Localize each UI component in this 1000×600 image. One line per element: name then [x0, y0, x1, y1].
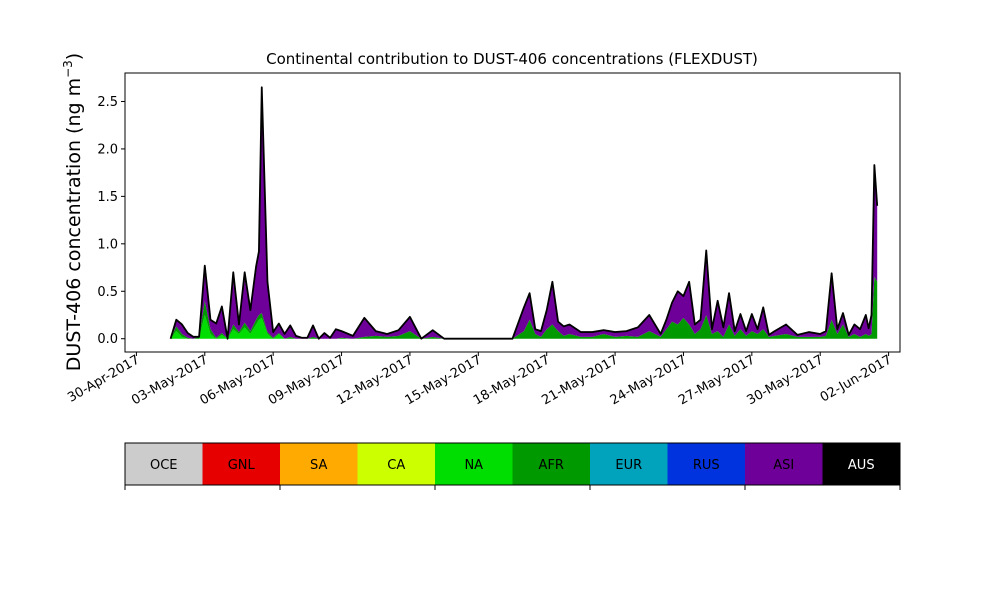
legend-label-aus: AUS — [848, 458, 875, 473]
x-tick-label: 24-May-2017 — [608, 352, 690, 408]
legend-cell-afr — [512, 443, 591, 485]
y-axis-label: DUST-406 concentration (ng m−3) — [61, 53, 85, 371]
x-tick-label: 15-May-2017 — [403, 352, 485, 408]
legend-label-gnl: GNL — [228, 458, 256, 473]
y-axis-label-close: ) — [63, 53, 85, 60]
legend-label-eur: EUR — [615, 458, 642, 473]
y-tick-label: 0.0 — [97, 332, 118, 347]
y-axis-label-main: DUST-406 concentration (ng m — [63, 78, 85, 371]
stacked-areas — [170, 87, 878, 339]
y-tick-label: 1.5 — [97, 190, 118, 205]
legend-label-afr: AFR — [539, 458, 564, 473]
legend-ticks — [124, 485, 901, 490]
legend-cell-ca — [357, 443, 436, 485]
legend-label-asi: ASI — [773, 458, 794, 473]
legend-cell-eur — [590, 443, 668, 485]
y-axis-label-superscript: −3 — [61, 60, 75, 78]
y-tick-label: 0.5 — [97, 285, 118, 300]
legend-cell-aus — [822, 443, 901, 485]
x-tick-label: 27-May-2017 — [676, 352, 758, 408]
legend-cell-na — [435, 443, 513, 485]
x-tick-label: 21-May-2017 — [539, 352, 621, 408]
legend-label-ca: CA — [387, 458, 405, 473]
total-concentration-line — [169, 86, 879, 340]
main-chart: Continental contribution to DUST-406 con… — [61, 50, 901, 408]
chart-title: Continental contribution to DUST-406 con… — [266, 50, 758, 68]
x-axis: 30-Apr-201703-May-201706-May-201709-May-… — [65, 352, 895, 408]
y-tick-label: 2.5 — [97, 95, 118, 110]
y-tick-label: 2.0 — [97, 142, 118, 157]
x-tick-label: 03-May-2017 — [129, 352, 211, 408]
legend-label-oce: OCE — [150, 458, 178, 473]
legend-label-rus: RUS — [693, 458, 720, 473]
x-tick-label: 09-May-2017 — [266, 352, 348, 408]
area-asi — [170, 90, 878, 339]
legend-frame — [124, 442, 901, 486]
legend-cell-asi — [745, 443, 823, 485]
x-tick-label: 12-May-2017 — [334, 352, 416, 408]
area-aus — [170, 87, 878, 339]
x-tick-label: 18-May-2017 — [471, 352, 553, 408]
legend-label-na: NA — [464, 458, 483, 473]
x-tick-label: 02-Jun-2017 — [818, 352, 895, 405]
legend-cell-oce — [125, 443, 203, 485]
legend-cell-rus — [667, 443, 746, 485]
legend-cell-gnl — [202, 443, 281, 485]
y-axis: 0.0 0.5 1.0 1.5 2.0 2.5 — [97, 95, 125, 347]
x-tick-label: 30-May-2017 — [745, 352, 827, 408]
x-tick-label: 06-May-2017 — [197, 352, 279, 408]
plot-frame — [124, 72, 901, 353]
legend-label-sa: SA — [310, 458, 327, 473]
area-na — [170, 314, 878, 339]
legend-cells: OCE GNL SA CA NA AFR EUR RUS ASI AUS — [125, 443, 901, 485]
legend-cell-sa — [280, 443, 358, 485]
y-tick-label: 1.0 — [97, 237, 118, 252]
legend-colorbar: OCE GNL SA CA NA AFR EUR RUS ASI AUS — [124, 442, 901, 490]
